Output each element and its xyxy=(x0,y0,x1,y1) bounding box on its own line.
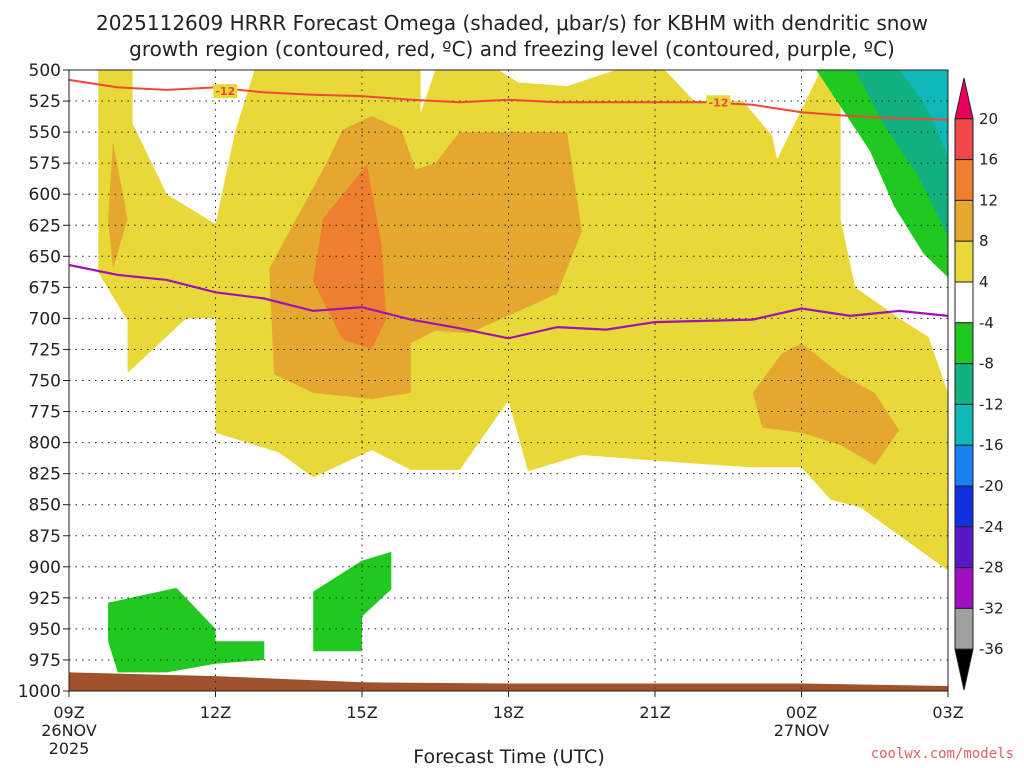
colorbar-swatch xyxy=(954,199,974,242)
x-tick-date: 26NOV xyxy=(41,721,97,740)
colorbar-tick-label: -4 xyxy=(979,314,994,332)
isotherm-label: -12 xyxy=(709,96,729,109)
y-tick-label: 650 xyxy=(29,247,61,267)
x-tick-label: 03Z xyxy=(932,703,963,722)
colorbar-tick-label: -32 xyxy=(979,599,1004,617)
x-tick-label: 15Z xyxy=(346,703,377,722)
colorbar-tick-label: 16 xyxy=(979,151,998,169)
colorbar-swatch xyxy=(954,485,974,528)
y-tick-label: 1000 xyxy=(18,682,61,702)
freezing-level-line xyxy=(68,263,949,340)
x-tick-year: 2025 xyxy=(49,739,90,758)
y-tick-label: 950 xyxy=(29,620,61,640)
omega-fill-2-0 xyxy=(313,164,387,350)
colorbar-tick-label: 20 xyxy=(979,110,998,128)
omega-fills xyxy=(98,70,949,673)
colorbar-swatch xyxy=(954,281,974,324)
y-tick-label: 900 xyxy=(29,558,61,578)
colorbar-swatch xyxy=(954,363,974,405)
y-axis: 500 525 550 575 600 625 650 675 700 725 750 775 800 8… xyxy=(18,61,69,702)
colorbar-swatch xyxy=(954,159,974,201)
terrain-fill xyxy=(69,672,948,691)
y-tick-label: 775 xyxy=(29,403,61,423)
colorbar-tick-label: -24 xyxy=(979,518,1004,536)
y-tick-label: 625 xyxy=(29,216,61,236)
y-tick-label: 875 xyxy=(29,527,61,547)
y-tick-label: 500 xyxy=(29,61,61,81)
y-tick-label: 925 xyxy=(29,589,61,609)
x-tick-label: 18Z xyxy=(493,703,524,722)
y-tick-label: 975 xyxy=(29,651,61,671)
y-tick-label: 725 xyxy=(29,340,61,360)
y-tick-label: 550 xyxy=(29,123,61,143)
omega-fill-5-0 xyxy=(899,70,948,157)
omega-fill-4-0 xyxy=(855,70,948,237)
colorbar-swatch xyxy=(954,444,974,487)
colorbar-tick-label: -16 xyxy=(979,436,1004,454)
colorbar-tick-label: -28 xyxy=(979,559,1004,577)
colorbar-cap-bottom xyxy=(954,648,974,691)
x-axis-label: Forecast Time (UTC) xyxy=(413,746,604,768)
omega-fill-3-0 xyxy=(108,587,265,673)
omega-fill-3-1 xyxy=(313,551,392,652)
y-tick-label: 575 xyxy=(29,154,61,174)
y-tick-label: 850 xyxy=(29,496,61,516)
omega-fill-1-2 xyxy=(752,343,900,465)
colorbar-tick-label: -20 xyxy=(979,477,1004,495)
colorbar-tick-label: -12 xyxy=(979,395,1004,413)
colorbar: 20 16 12 8 4 -4 -8 -12 -16 -20 -24 -28 -32 -36 xyxy=(954,77,1004,691)
y-tick-label: 800 xyxy=(29,434,61,454)
x-tick-label: 21Z xyxy=(639,703,670,722)
colorbar-swatch xyxy=(954,567,974,609)
colorbar-swatch xyxy=(954,118,974,161)
isotherm-label-bg xyxy=(706,95,731,110)
y-tick-label: 700 xyxy=(29,309,61,329)
isotherm-label-bg xyxy=(213,84,238,99)
chart-title-line-1: 2025112609 HRRR Forecast Omega (shaded, … xyxy=(96,11,928,35)
colorbar-swatch xyxy=(954,526,974,569)
y-tick-label: 675 xyxy=(29,278,61,298)
colorbar-tick-label: 12 xyxy=(979,191,998,209)
colorbar-tick-label: 8 xyxy=(979,232,989,250)
isotherm-label: -12 xyxy=(215,85,235,98)
x-tick-label: 09Z xyxy=(53,703,84,722)
x-tick-label: 12Z xyxy=(200,703,231,722)
x-tick-date: 27NOV xyxy=(774,721,830,740)
contour-lines: -12 -12 xyxy=(68,78,949,340)
colorbar-swatch xyxy=(954,322,974,365)
colorbar-tick-label: 4 xyxy=(979,273,989,291)
colorbar-cap-top xyxy=(954,77,974,120)
y-tick-label: 600 xyxy=(29,185,61,205)
y-tick-label: 825 xyxy=(29,465,61,485)
colorbar-swatch xyxy=(954,240,974,283)
x-tick-label: 00Z xyxy=(786,703,817,722)
y-tick-label: 525 xyxy=(29,92,61,112)
chart-title-line-2: growth region (contoured, red, ºC) and f… xyxy=(129,37,895,61)
omega-fill-1-0 xyxy=(108,142,128,269)
y-tick-label: 750 xyxy=(29,372,61,392)
terrain-layer xyxy=(69,672,948,691)
colorbar-tick-label: -8 xyxy=(979,355,994,373)
colorbar-tick-label: -36 xyxy=(979,640,1004,658)
credit-text[interactable]: coolwx.com/models xyxy=(871,746,1014,762)
colorbar-swatch xyxy=(954,403,974,446)
colorbar-swatch xyxy=(954,607,974,650)
